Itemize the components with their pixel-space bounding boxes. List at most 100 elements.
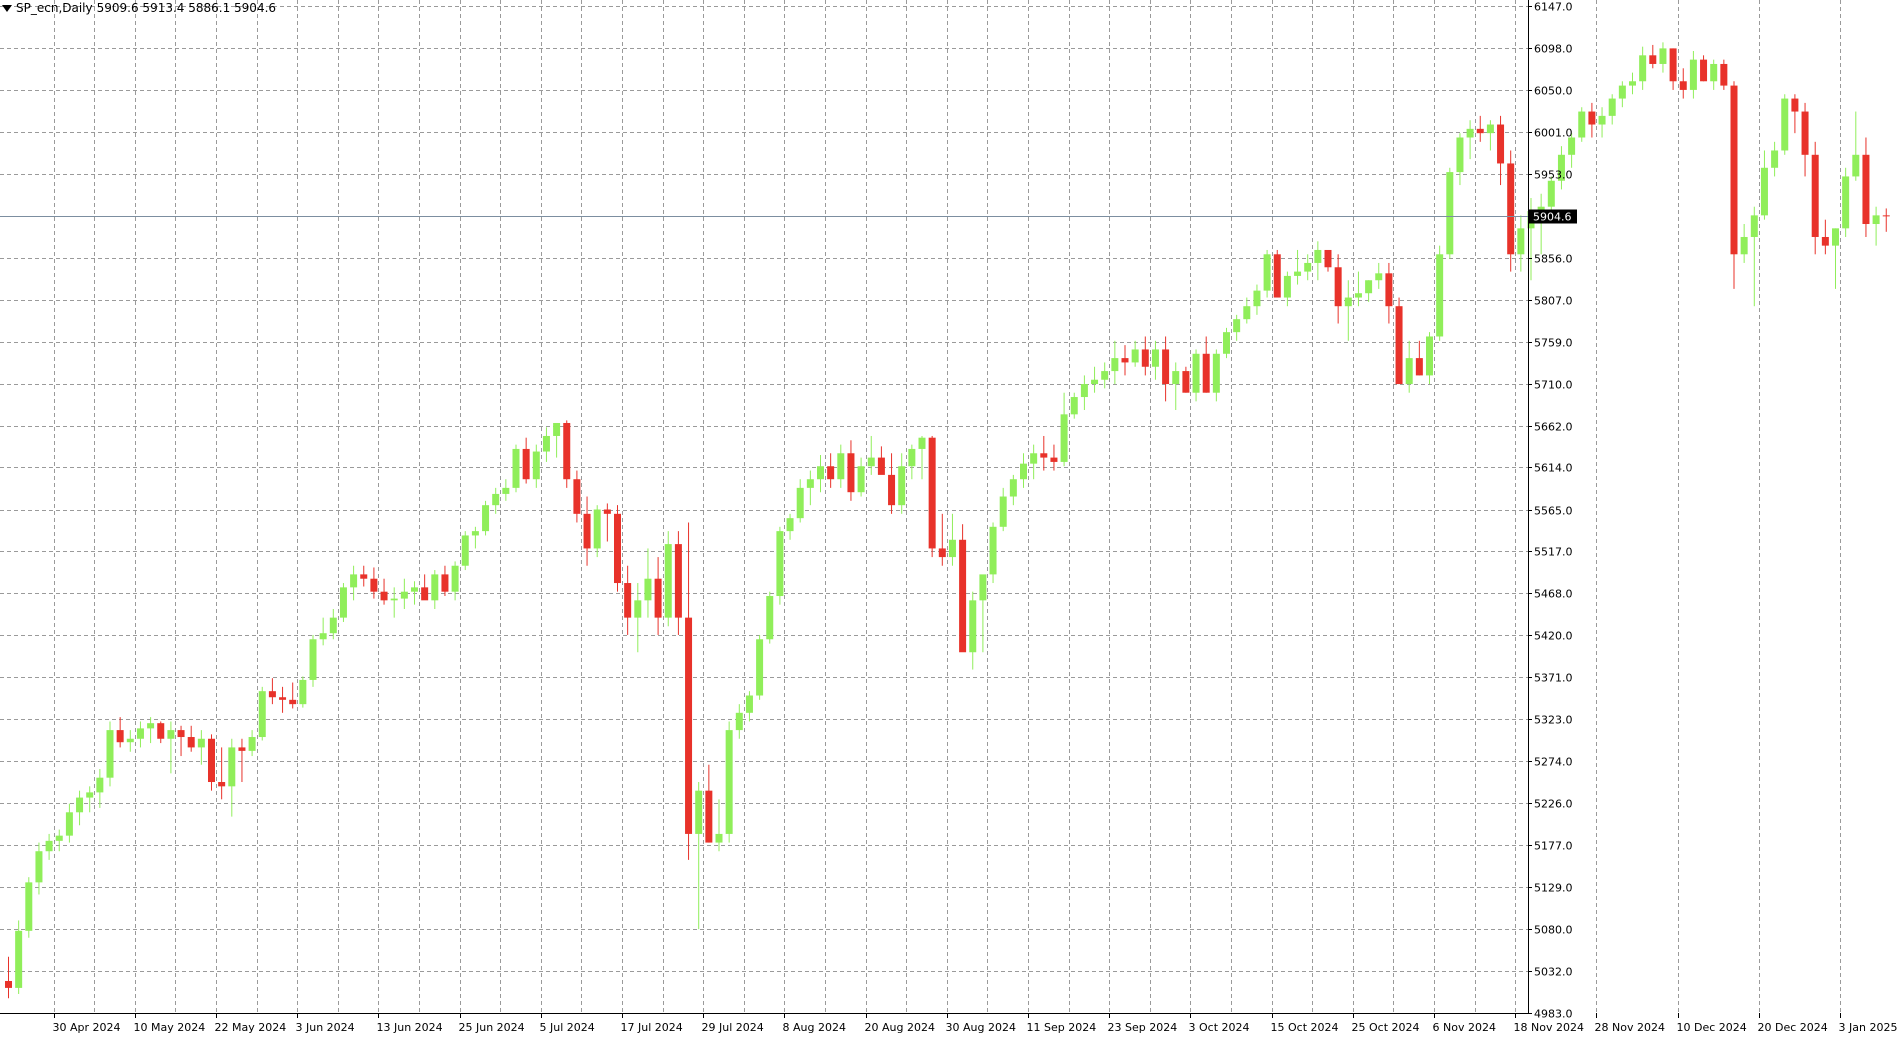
candle-body [350, 574, 358, 588]
candle [1882, 208, 1890, 232]
candle-body [664, 544, 672, 618]
candle [1801, 102, 1809, 177]
x-tick-label: 3 Oct 2024 [1189, 1021, 1250, 1034]
candle-body [979, 574, 987, 601]
candle-body [1832, 228, 1839, 246]
candle-body [1395, 306, 1403, 385]
candle-body [1111, 358, 1119, 372]
candle-body [1446, 172, 1454, 255]
candle [380, 578, 388, 605]
candle-body [1882, 215, 1890, 217]
candle-body [268, 691, 276, 698]
candle-body [197, 738, 205, 748]
candle [1009, 474, 1017, 506]
candle-body [745, 695, 753, 713]
y-tick-label: 5129.0 [1534, 882, 1573, 895]
candle [431, 570, 439, 609]
y-tick-label: 5080.0 [1534, 924, 1573, 937]
candle-body [1811, 154, 1819, 237]
x-tick-label: 25 Jun 2024 [459, 1021, 525, 1034]
candle [1263, 249, 1271, 298]
candle [1395, 297, 1403, 385]
candle-body [959, 539, 967, 653]
x-tick-label: 17 Jul 2024 [621, 1021, 683, 1034]
candle-body [1588, 111, 1596, 125]
candle [1436, 245, 1444, 341]
candle-body [1040, 453, 1048, 458]
candle [1385, 262, 1393, 324]
candle-body [1091, 379, 1099, 385]
candle [441, 565, 449, 597]
candle-body [1405, 358, 1413, 385]
candle-body [1294, 271, 1302, 276]
candle-body [1344, 297, 1352, 307]
candle-body [461, 535, 469, 566]
candle [1578, 107, 1586, 142]
candle [1791, 94, 1799, 134]
candle-body [1304, 262, 1312, 272]
candle [177, 725, 185, 757]
candle-body [157, 723, 165, 739]
candle-body [25, 882, 33, 931]
candle-body [5, 980, 12, 988]
candle [1202, 336, 1210, 393]
candle-body [1283, 275, 1291, 298]
candle [1060, 392, 1068, 467]
candle-body [390, 598, 398, 601]
candle-body [76, 797, 84, 813]
candle-body [857, 466, 865, 493]
candle-body [847, 453, 855, 493]
candle [583, 496, 591, 566]
candle [1497, 115, 1505, 186]
candle-body [400, 591, 408, 599]
candle [136, 721, 144, 748]
chart-title: SP_ecn,Daily 5909.6 5913.4 5886.1 5904.6 [2, 1, 276, 15]
x-tick-label: 13 Jun 2024 [377, 1021, 443, 1034]
candle [1639, 46, 1647, 90]
x-tick-label: 28 Nov 2024 [1595, 1021, 1665, 1034]
candle [238, 738, 246, 783]
candle [1030, 444, 1038, 480]
candle-body [96, 777, 104, 793]
y-tick-label: 5323.0 [1534, 714, 1573, 727]
y-tick-label: 5856.0 [1534, 253, 1573, 266]
candle [614, 505, 621, 592]
candle-body [1720, 63, 1728, 86]
candle-body [106, 730, 114, 778]
candle [35, 842, 43, 895]
candle-body [918, 437, 926, 449]
candle [1862, 137, 1870, 237]
candle-body [1436, 254, 1444, 337]
candle-body [289, 699, 297, 705]
candle-body [877, 457, 885, 475]
candle-body [1009, 479, 1017, 497]
candle [979, 574, 987, 653]
candle-body [1771, 150, 1779, 168]
x-tick-label: 25 Oct 2024 [1352, 1021, 1420, 1034]
candle-body [309, 639, 317, 680]
candle-body [1659, 48, 1667, 64]
candle-body [147, 723, 155, 729]
candle-body [1172, 371, 1180, 385]
candle [5, 956, 12, 999]
candle [1588, 102, 1596, 138]
candle-body [542, 435, 550, 452]
candle-body [1872, 215, 1880, 225]
candle [1760, 150, 1768, 220]
candle [390, 587, 398, 618]
candle-body [441, 574, 449, 592]
candle [1141, 336, 1149, 376]
candle [603, 503, 611, 542]
triangle-down-icon[interactable] [2, 4, 12, 12]
candle-body [766, 596, 774, 640]
candle [1832, 228, 1839, 289]
y-tick-label: 5759.0 [1534, 337, 1573, 350]
y-tick-label: 5953.0 [1534, 169, 1573, 182]
candle [898, 453, 906, 514]
candle-body [421, 587, 429, 601]
ohlc-values: 5909.6 5913.4 5886.1 5904.6 [96, 1, 277, 15]
candle [126, 730, 134, 752]
x-tick-label: 8 Aug 2024 [783, 1021, 846, 1034]
